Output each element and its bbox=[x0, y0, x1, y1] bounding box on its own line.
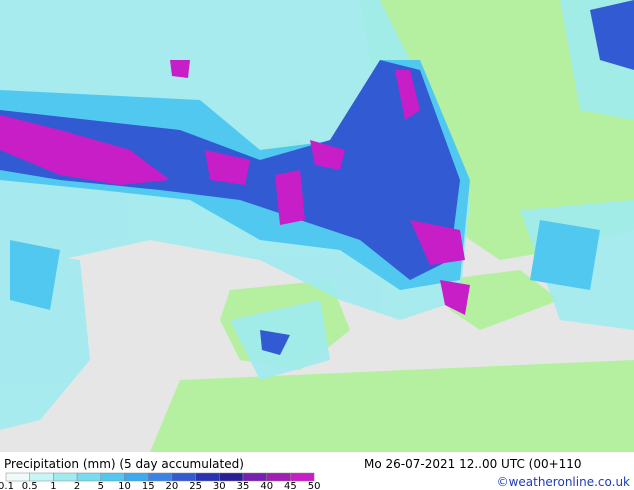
colorbar-segment bbox=[76, 472, 102, 482]
map-title: Precipitation (mm) (5 day accumulated) bbox=[4, 457, 244, 471]
colorbar-label: 15 bbox=[142, 481, 155, 490]
colorbar-label: 30 bbox=[213, 481, 226, 490]
colorbar-label: 50 bbox=[308, 481, 321, 490]
colorbar-label: 0.1 bbox=[0, 481, 14, 490]
colorbar-segment bbox=[219, 472, 244, 482]
footer-band bbox=[0, 452, 634, 490]
colorbar-segment bbox=[171, 472, 196, 482]
colorbar-label: 20 bbox=[166, 481, 179, 490]
colorbar-label: 10 bbox=[118, 481, 131, 490]
colorbar-segment bbox=[100, 472, 125, 482]
colorbar-segment bbox=[29, 472, 54, 482]
colorbar-label: 0.5 bbox=[22, 481, 38, 490]
colorbar-label: 40 bbox=[260, 481, 273, 490]
colorbar-label: 1 bbox=[50, 481, 56, 490]
colorbar-label: 45 bbox=[284, 481, 297, 490]
credit: ©weatheronline.co.uk bbox=[497, 475, 630, 489]
colorbar: 0.1 0.5 1 2 5 10 15 20 25 30 35 40 45 50 bbox=[0, 472, 321, 490]
precip-extreme bbox=[0, 60, 470, 315]
colorbar-label: 2 bbox=[74, 481, 80, 490]
colorbar-segment bbox=[124, 472, 149, 482]
colorbar-segment bbox=[195, 472, 220, 482]
colorbar-label: 5 bbox=[98, 481, 104, 490]
colorbar-segment bbox=[53, 472, 78, 482]
colorbar-segment bbox=[290, 472, 315, 482]
colorbar-segment bbox=[147, 472, 173, 482]
colorbar-segment bbox=[5, 472, 30, 482]
colorbar-segment bbox=[242, 472, 267, 482]
colorbar-segment bbox=[266, 472, 291, 482]
colorbar-label: 25 bbox=[189, 481, 202, 490]
timestamp: Mo 26-07-2021 12..00 UTC (00+110 bbox=[364, 457, 582, 471]
colorbar-label: 35 bbox=[237, 481, 250, 490]
